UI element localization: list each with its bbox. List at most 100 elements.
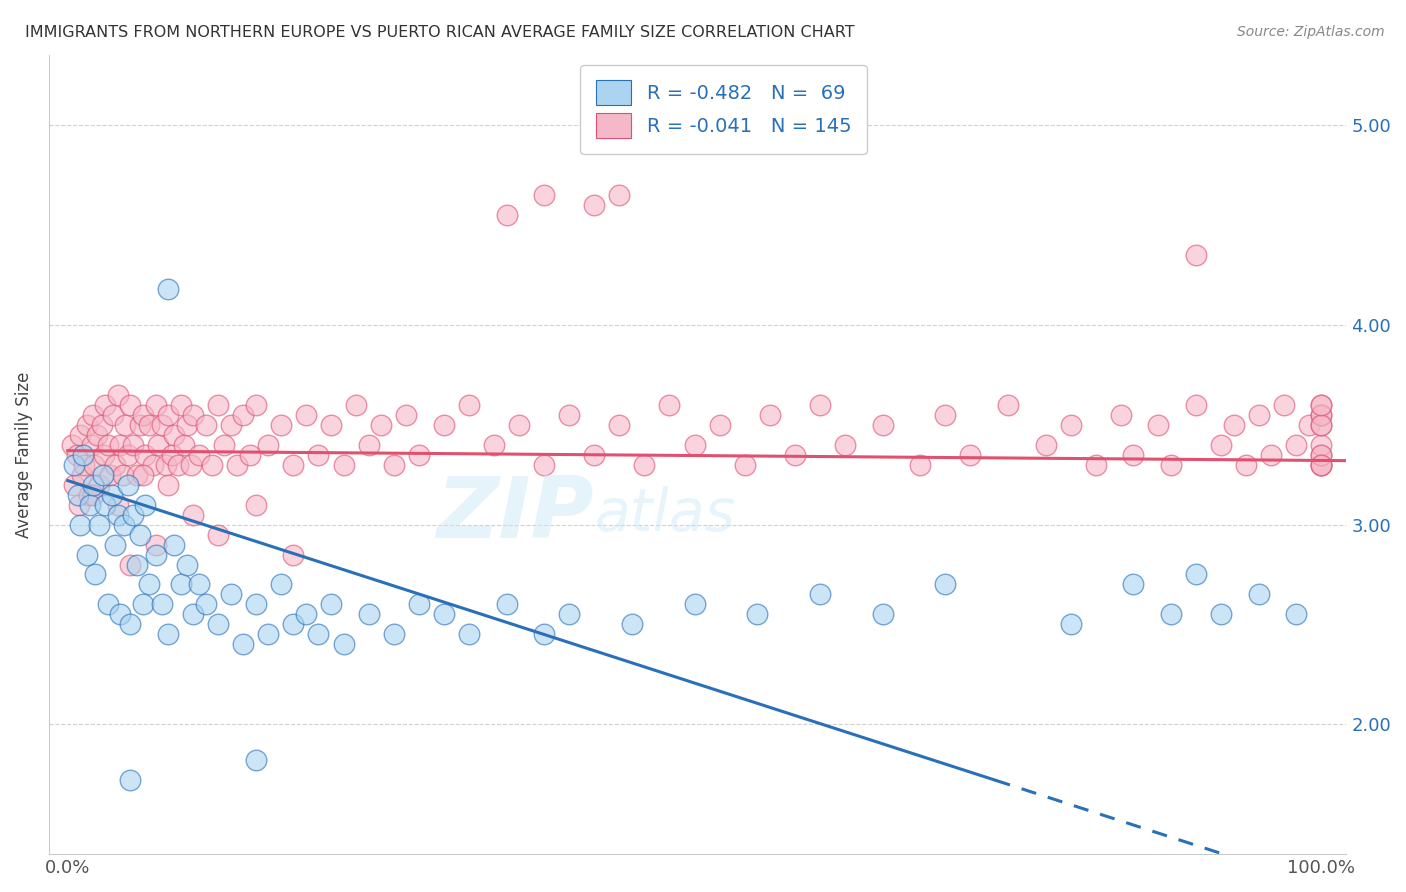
Point	[104, 537, 127, 551]
Point	[934, 577, 956, 591]
Point	[232, 637, 254, 651]
Point	[138, 577, 160, 591]
Point	[1310, 408, 1333, 422]
Point	[758, 408, 780, 422]
Point	[319, 417, 342, 432]
Point	[245, 498, 267, 512]
Point	[134, 448, 156, 462]
Point	[395, 408, 418, 422]
Point	[1059, 417, 1081, 432]
Point	[207, 398, 229, 412]
Point	[1310, 448, 1333, 462]
Point	[1247, 587, 1270, 601]
Point	[90, 417, 112, 432]
Point	[163, 427, 186, 442]
Point	[94, 398, 117, 412]
Point	[169, 398, 191, 412]
Point	[1035, 437, 1057, 451]
Point	[558, 408, 581, 422]
Point	[319, 598, 342, 612]
Point	[112, 517, 135, 532]
Point	[533, 627, 555, 641]
Point	[63, 477, 86, 491]
Point	[132, 408, 155, 422]
Point	[194, 417, 217, 432]
Point	[120, 558, 142, 572]
Point	[132, 467, 155, 482]
Point	[533, 188, 555, 202]
Point	[87, 477, 110, 491]
Point	[145, 537, 167, 551]
Point	[1160, 607, 1182, 622]
Point	[283, 617, 305, 632]
Point	[69, 517, 91, 532]
Point	[607, 417, 630, 432]
Point	[1234, 458, 1257, 472]
Point	[63, 458, 86, 472]
Point	[583, 448, 606, 462]
Point	[458, 398, 481, 412]
Point	[370, 417, 392, 432]
Point	[125, 558, 148, 572]
Point	[72, 448, 94, 462]
Point	[150, 417, 173, 432]
Point	[167, 458, 190, 472]
Point	[84, 567, 107, 582]
Point	[91, 467, 114, 482]
Point	[257, 627, 280, 641]
Point	[70, 467, 93, 482]
Point	[207, 527, 229, 541]
Point	[495, 208, 517, 222]
Point	[583, 198, 606, 212]
Point	[155, 458, 177, 472]
Point	[76, 417, 98, 432]
Point	[1310, 458, 1333, 472]
Point	[357, 437, 380, 451]
Point	[129, 417, 152, 432]
Point	[270, 577, 292, 591]
Point	[1247, 408, 1270, 422]
Point	[620, 617, 643, 632]
Point	[134, 498, 156, 512]
Point	[142, 458, 165, 472]
Point	[122, 508, 145, 522]
Point	[332, 637, 354, 651]
Point	[245, 598, 267, 612]
Point	[110, 607, 132, 622]
Point	[245, 753, 267, 767]
Point	[226, 458, 249, 472]
Point	[607, 188, 630, 202]
Point	[67, 498, 90, 512]
Point	[97, 598, 120, 612]
Point	[73, 458, 96, 472]
Point	[100, 487, 122, 501]
Point	[257, 437, 280, 451]
Point	[245, 398, 267, 412]
Point	[1059, 617, 1081, 632]
Point	[125, 467, 148, 482]
Point	[80, 437, 103, 451]
Point	[82, 408, 104, 422]
Point	[658, 398, 681, 412]
Point	[66, 487, 89, 501]
Point	[934, 408, 956, 422]
Point	[145, 548, 167, 562]
Point	[1272, 398, 1295, 412]
Point	[117, 448, 139, 462]
Point	[1222, 417, 1244, 432]
Point	[176, 417, 198, 432]
Point	[1160, 458, 1182, 472]
Point	[308, 627, 330, 641]
Point	[145, 398, 167, 412]
Point	[146, 437, 169, 451]
Text: Source: ZipAtlas.com: Source: ZipAtlas.com	[1237, 25, 1385, 39]
Point	[117, 477, 139, 491]
Point	[232, 408, 254, 422]
Point	[97, 437, 120, 451]
Point	[69, 427, 91, 442]
Point	[408, 448, 430, 462]
Point	[1310, 458, 1333, 472]
Point	[408, 598, 430, 612]
Point	[1185, 567, 1208, 582]
Point	[808, 587, 831, 601]
